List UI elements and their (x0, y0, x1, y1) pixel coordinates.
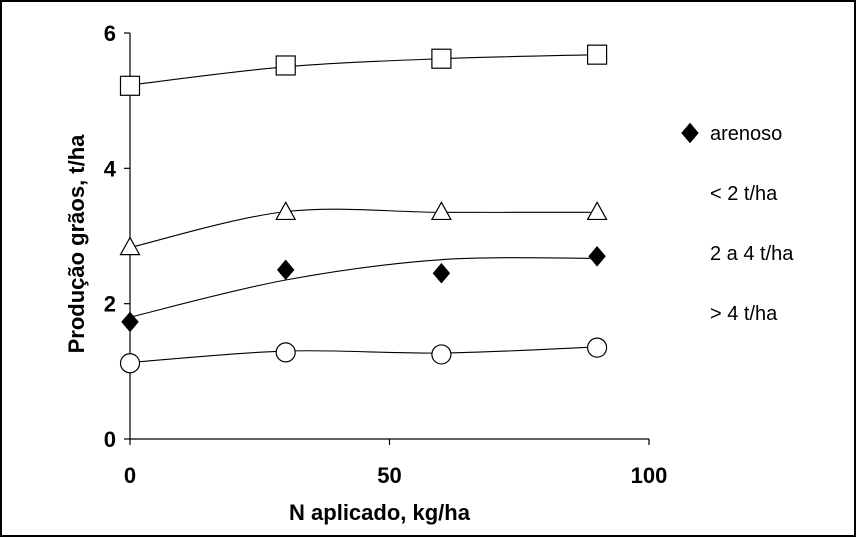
data-point (431, 48, 452, 69)
trendline--2-t-ha (129, 346, 598, 364)
x-tick-label: 50 (377, 463, 401, 488)
x-tick-label: 100 (631, 463, 668, 488)
y-axis-title: Produção grãos, t/ha (64, 134, 89, 354)
legend-label: 2 a 4 t/ha (710, 243, 794, 265)
data-point (121, 311, 139, 333)
legend-label: arenoso (710, 123, 782, 145)
x-axis-title: N aplicado, kg/ha (289, 500, 471, 525)
axes: 0 2 4 6 0 50 100 (104, 21, 668, 488)
y-tick-label: 0 (104, 427, 116, 452)
data-point (275, 55, 296, 76)
y-tick-label: 6 (104, 21, 116, 46)
data-point (431, 344, 452, 365)
data-point (276, 259, 295, 281)
data-point (586, 201, 608, 221)
trendlines (129, 54, 598, 364)
legend-marker (681, 122, 699, 144)
data-point (275, 342, 296, 363)
data-point (119, 353, 141, 374)
trendline-arenoso (129, 257, 598, 318)
data-point (432, 262, 451, 284)
x-tick-label: 0 (124, 463, 136, 488)
legend: arenoso < 2 t/ha 2 a 4 t/ha > 4 t/ha (681, 122, 794, 325)
data-markers (119, 44, 608, 374)
legend-label: < 2 t/ha (710, 183, 778, 205)
data-point (588, 246, 606, 267)
data-point (586, 44, 608, 65)
trendline-2-a-4-t-ha (129, 208, 598, 249)
y-tick-label: 4 (104, 156, 117, 181)
data-point (119, 75, 141, 96)
data-point (586, 337, 608, 358)
data-point (275, 201, 297, 221)
trendline--4-t-ha (129, 54, 598, 86)
data-point (430, 201, 452, 221)
legend-label: > 4 t/ha (710, 303, 778, 325)
y-tick-label: 2 (104, 292, 116, 317)
data-point (119, 236, 141, 256)
